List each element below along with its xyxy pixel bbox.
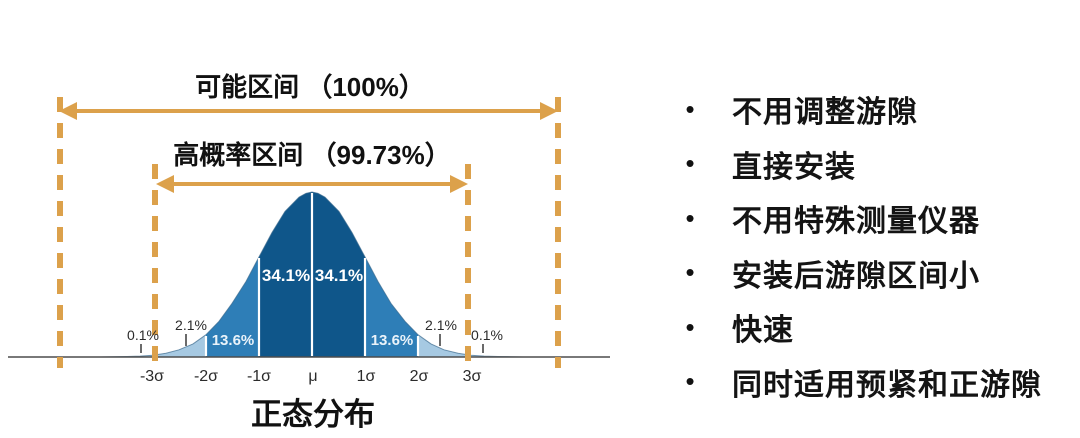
bullet-icon: • xyxy=(685,148,695,179)
pct-13.6-right: 13.6% xyxy=(371,332,414,349)
list-item: • 直接安装 xyxy=(670,137,1080,192)
bullet-icon: • xyxy=(685,93,695,124)
x-tick-minus2sigma: -2σ xyxy=(194,368,218,385)
x-tick-minus3sigma: -3σ xyxy=(140,368,164,385)
benefits-list: • 不用调整游隙 • 直接安装 • 不用特殊测量仪器 • 安装后游隙区间小 • … xyxy=(670,82,1080,409)
high-prob-range-label: 高概率区间 （99.73%） xyxy=(173,140,450,170)
list-item-label: 直接安装 xyxy=(732,150,856,184)
pct-0.1-right: 0.1% xyxy=(471,327,503,343)
label-pointer-ticks xyxy=(140,334,484,353)
list-item: • 安装后游隙区间小 xyxy=(670,246,1080,301)
list-item-label: 安装后游隙区间小 xyxy=(732,259,980,293)
x-tick-mu: μ xyxy=(308,368,317,385)
list-item-label: 不用调整游隙 xyxy=(732,96,918,130)
arrow-head-left-icon xyxy=(59,102,77,120)
bullet-icon: • xyxy=(685,257,695,288)
list-item-label: 同时适用预紧和正游隙 xyxy=(732,368,1042,402)
pct-13.6-left: 13.6% xyxy=(212,332,255,349)
bullet-icon: • xyxy=(685,311,695,342)
pct-0.1-left: 0.1% xyxy=(127,327,159,343)
pct-2.1-left: 2.1% xyxy=(175,317,207,333)
x-tick-plus1sigma: 1σ xyxy=(357,368,376,385)
bullet-icon: • xyxy=(685,202,695,233)
x-tick-plus2sigma: 2σ xyxy=(410,368,429,385)
pct-34.1-left: 34.1% xyxy=(262,266,310,285)
list-item: • 快速 xyxy=(670,300,1080,355)
x-tick-plus3sigma: 3σ xyxy=(463,368,482,385)
list-item-label: 不用特殊测量仪器 xyxy=(732,205,980,239)
range-boundaries xyxy=(57,97,561,368)
list-item: • 不用调整游隙 xyxy=(670,82,1080,137)
possible-range-arrow xyxy=(59,102,558,120)
arrow-head-left-icon xyxy=(156,175,174,193)
chart-title: 正态分布 xyxy=(251,397,375,432)
pct-34.1-right: 34.1% xyxy=(315,266,363,285)
list-item-label: 快速 xyxy=(732,314,794,348)
x-tick-minus1sigma: -1σ xyxy=(247,368,271,385)
possible-range-label: 可能区间 （100%） xyxy=(195,72,425,102)
bullet-icon: • xyxy=(685,366,695,397)
sigma-dividers xyxy=(204,193,420,356)
list-item: • 不用特殊测量仪器 xyxy=(670,191,1080,246)
high-prob-range-arrow xyxy=(156,175,468,193)
arrow-head-right-icon xyxy=(540,102,558,120)
list-item: • 同时适用预紧和正游隙 xyxy=(670,355,1080,410)
arrow-head-right-icon xyxy=(450,175,468,193)
normal-distribution-chart: 可能区间 （100%） 高概率区间 （99.73%） 34.1% 34.1% 1… xyxy=(8,72,610,432)
pct-2.1-right: 2.1% xyxy=(425,317,457,333)
